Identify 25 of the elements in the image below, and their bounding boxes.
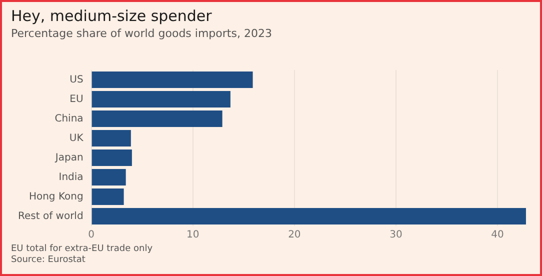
source-note: Source: Eurostat [11,255,86,266]
y-tick-label: Hong Kong [28,191,84,202]
x-tick-label: 0 [88,230,94,241]
bar [92,150,132,166]
y-tick-label: China [54,113,84,124]
chart-subtitle: Percentage share of world goods imports, 2023 [11,27,272,40]
bar [92,110,222,127]
bar [92,91,230,108]
y-tick-label: Rest of world [18,210,84,222]
x-tick-label: 10 [186,230,200,241]
y-tick-label: US [70,74,84,86]
x-tick-label: 20 [288,230,301,241]
y-tick-label: EU [70,94,84,105]
x-tick-label: 40 [491,230,504,241]
y-tick-label: UK [69,132,84,144]
y-tick-label: Japan [54,152,84,164]
bar [92,208,526,224]
text: EU total for extra-EU trade only [11,244,153,255]
bar [92,72,253,88]
bar [92,188,124,205]
chart-title: Hey, medium-size spender [11,7,212,25]
y-tick-label: India [58,172,84,183]
bar [92,169,126,186]
x-tick-label: 30 [390,230,402,241]
bar [92,130,131,146]
